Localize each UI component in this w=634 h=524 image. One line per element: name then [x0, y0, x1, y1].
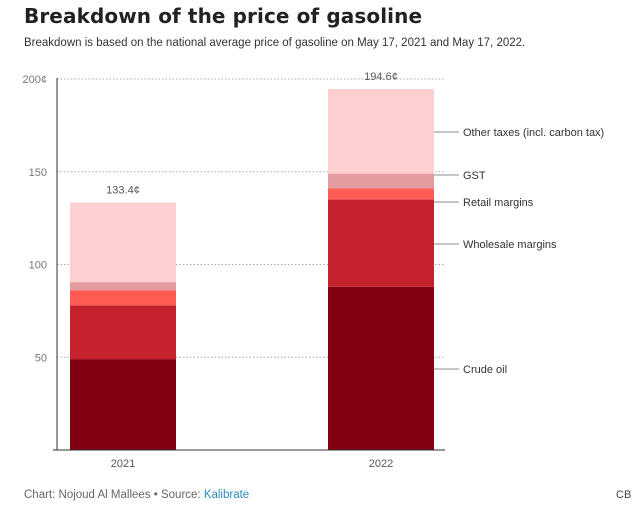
x-tick-label: 2022 [369, 458, 393, 470]
axes: 50 100 150 200¢ 2021 2022 [23, 74, 445, 470]
bar-segment [328, 199, 434, 287]
bar-segment [70, 282, 176, 291]
bar-segment [70, 359, 176, 450]
bar-segment [328, 286, 434, 450]
bar-segment [328, 89, 434, 174]
series-label: GST [463, 170, 486, 182]
y-tick-label: 100 [29, 260, 47, 272]
bars [70, 89, 434, 450]
series-labels: 133.4¢ 194.6¢ Crude oil Wholesale margins Re… [106, 71, 604, 376]
series-label: Wholesale margins [463, 239, 557, 251]
bar-total-label: 194.6¢ [364, 71, 398, 83]
bar-segment [70, 290, 176, 306]
chart-subtitle: Breakdown is based on the national avera… [24, 37, 526, 49]
bar-segment [328, 188, 434, 200]
y-tick-label: 50 [35, 352, 47, 364]
publisher-logo: CB [616, 489, 632, 501]
series-label: Other taxes (incl. carbon tax) [463, 127, 604, 139]
bar-total-label: 133.4¢ [106, 185, 140, 197]
bar-segment [70, 305, 176, 360]
y-tick-label: 150 [29, 167, 47, 179]
series-label: Crude oil [463, 364, 507, 376]
bar-segment [328, 173, 434, 189]
y-tick-label: 200¢ [23, 74, 47, 86]
source-link[interactable]: Kalibrate [203, 489, 250, 501]
x-tick-label: 2021 [111, 458, 135, 470]
chart-footer: Chart: Nojoud Al Mallees • Source: Kalib… [24, 489, 249, 501]
bar-segment [70, 202, 176, 283]
chart-title: Breakdown of the price of gasoline [24, 4, 423, 28]
series-label: Retail margins [463, 197, 534, 209]
credit-text: Chart: Nojoud Al Mallees • Source: [24, 489, 204, 501]
